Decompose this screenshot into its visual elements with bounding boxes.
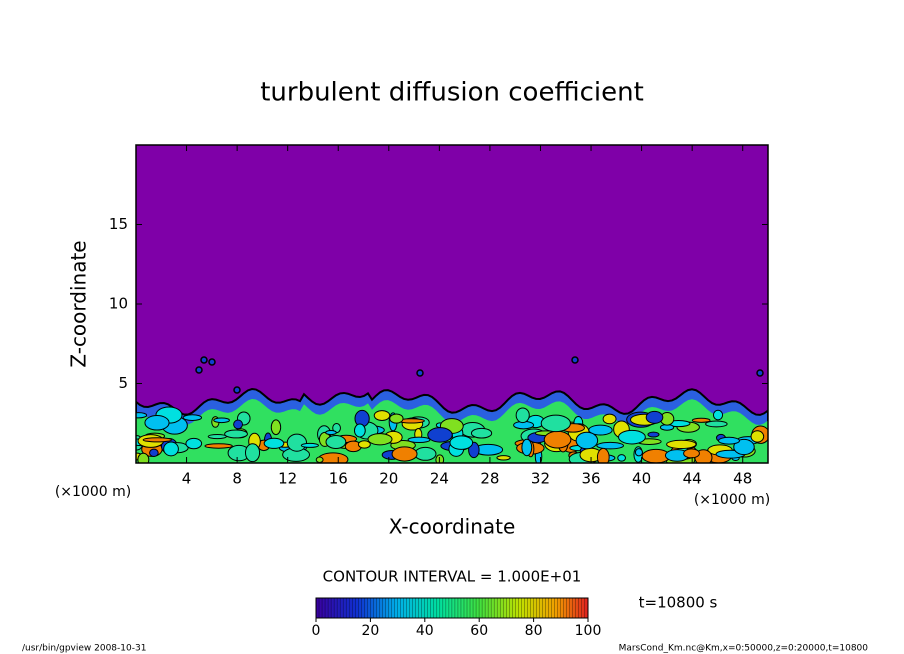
turbulent-eddy	[618, 429, 646, 445]
turbulent-eddy	[213, 417, 230, 424]
x-tick-label: 40	[632, 470, 651, 488]
x-tick-label: 28	[480, 470, 499, 488]
turbulent-eddy	[602, 413, 617, 425]
x-tick-label: 12	[278, 470, 297, 488]
x-tick-label: 24	[430, 470, 449, 488]
turbulent-eddy	[286, 433, 308, 452]
turbulent-eddy	[367, 433, 393, 446]
turbulent-eddy	[515, 407, 530, 424]
turbulent-eddy	[142, 437, 172, 443]
turbulent-eddy	[270, 419, 282, 436]
turbulent-eddy	[163, 441, 179, 457]
time-label: t=10800 s	[639, 594, 718, 612]
x-tick-label: 20	[379, 470, 398, 488]
turbulent-eddy	[691, 417, 711, 423]
turbulent-eddy	[718, 436, 740, 445]
turbulent-eddy	[712, 409, 724, 421]
colorbar-tick-label: 80	[525, 623, 543, 639]
y-axis-label: Z-coordinate	[67, 240, 91, 367]
turbulent-eddy	[414, 446, 437, 461]
colorbar-tick-label: 40	[416, 623, 434, 639]
x-tick-label: 16	[329, 470, 348, 488]
turbulent-eddy	[449, 435, 474, 450]
x-axis-label: X-coordinate	[389, 515, 516, 539]
turbulent-eddy	[185, 437, 203, 450]
y-unit-label: (×1000 m)	[55, 484, 131, 500]
turbulent-eddy	[207, 433, 227, 440]
x-tick-label: 36	[581, 470, 600, 488]
turbulent-eddy	[315, 456, 324, 463]
turbulent-eddy	[353, 423, 366, 438]
turbulent-eddy	[427, 427, 453, 443]
x-tick-label: 48	[733, 470, 752, 488]
turbulent-eddy	[543, 430, 572, 449]
turbulent-eddy	[733, 438, 755, 456]
turbulent-eddy	[540, 414, 571, 433]
isolated-eddy	[200, 356, 208, 364]
turbulent-eddy	[137, 452, 150, 463]
turbulent-eddy	[233, 419, 243, 430]
turbulent-eddy	[263, 437, 285, 449]
colorbar-tick-label: 20	[361, 623, 379, 639]
turbulent-eddy	[596, 447, 610, 463]
colorbar-tick-label: 60	[470, 623, 488, 639]
y-tick-label: 15	[109, 215, 128, 233]
turbulent-eddy	[136, 412, 148, 419]
contour-interval: CONTOUR INTERVAL = 1.000E+01	[323, 568, 582, 586]
isolated-eddy	[195, 366, 203, 374]
colorbar-stripes	[315, 598, 586, 618]
turbulent-eddy	[683, 448, 700, 459]
turbulent-eddy	[666, 439, 697, 450]
turbulent-eddy	[647, 431, 660, 438]
turbulent-eddy	[357, 440, 371, 449]
turbulent-eddy	[149, 448, 159, 458]
turbulent-eddy	[300, 442, 319, 448]
turbulent-eddy	[496, 455, 511, 461]
turbulent-eddy	[407, 436, 431, 444]
isolated-eddy	[208, 358, 216, 366]
x-tick-label: 8	[232, 470, 242, 488]
colorbar-tick-label: 100	[575, 623, 602, 639]
x-tick-label: 44	[683, 470, 702, 488]
footer-left: /usr/bin/gpview 2008-10-31	[22, 644, 146, 654]
turbulent-eddy	[596, 441, 625, 450]
turbulent-eddy	[325, 430, 337, 436]
isolated-eddy	[416, 369, 424, 377]
turbulent-eddy	[244, 443, 261, 463]
turbulent-eddy	[182, 414, 203, 421]
turbulent-eddy	[750, 430, 765, 443]
isolated-eddy	[233, 386, 241, 394]
colorbar-tick-label: 0	[312, 623, 321, 639]
turbulent-eddy	[634, 448, 643, 457]
isolated-eddy	[571, 356, 579, 364]
x-tick-label: 32	[531, 470, 550, 488]
x-tick-label: 4	[182, 470, 192, 488]
chart-title: turbulent diffusion coefficient	[260, 78, 644, 108]
contour-field	[136, 356, 768, 463]
x-unit-label: (×1000 m)	[694, 492, 770, 508]
turbulent-eddy	[521, 438, 533, 457]
turbulent-eddy	[617, 454, 626, 462]
turbulent-eddy	[575, 431, 599, 450]
isolated-eddy	[756, 369, 764, 377]
turbulent-eddy	[373, 410, 391, 421]
turbulent-eddy	[645, 410, 664, 424]
turbulent-eddy	[470, 427, 493, 439]
turbulent-eddy	[705, 420, 728, 428]
turbulent-eddy	[144, 414, 170, 431]
turbulent-eddy	[224, 429, 248, 439]
y-tick-label: 10	[109, 295, 128, 313]
y-tick-label: 5	[118, 374, 128, 392]
turbulent-eddy	[204, 443, 233, 449]
turbulent-eddy	[325, 435, 347, 449]
turbulent-eddy	[391, 446, 418, 462]
turbulent-eddy	[389, 413, 404, 424]
footer-right: MarsCond_Km.nc@Km,x=0:50000,z=0:20000,t=…	[619, 644, 869, 654]
